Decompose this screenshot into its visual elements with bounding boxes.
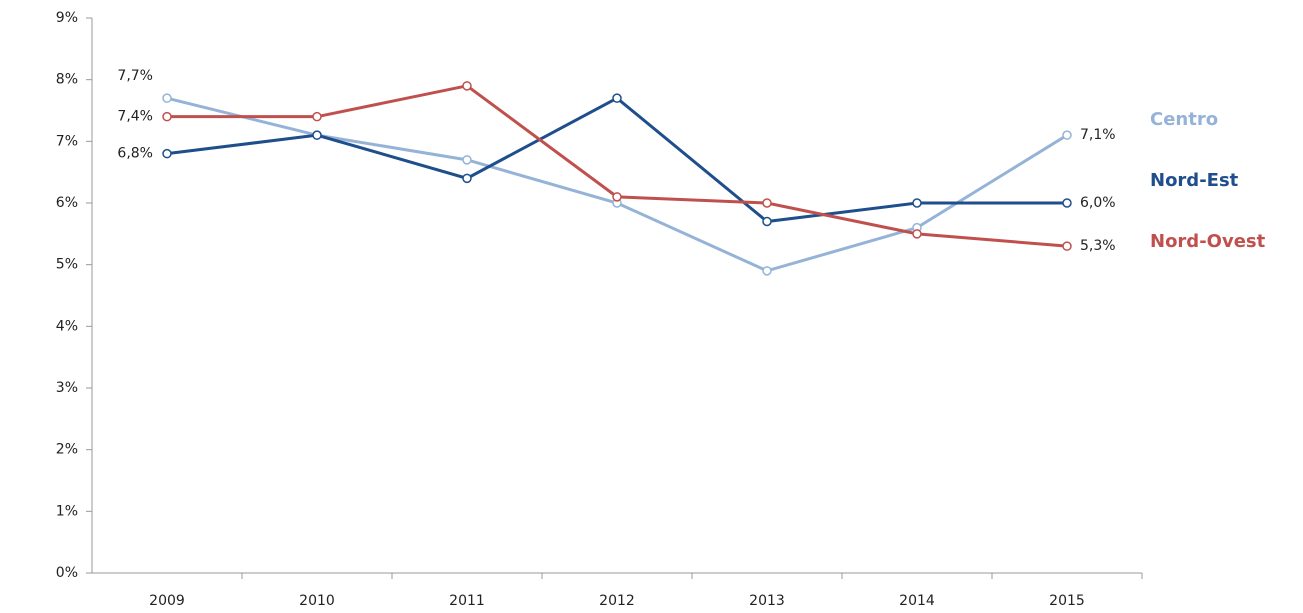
data-label: 5,3% — [1080, 238, 1116, 254]
x-tick-label: 2012 — [599, 593, 635, 609]
data-label: 6,8% — [117, 146, 153, 162]
point — [1062, 130, 1072, 140]
point — [762, 266, 772, 276]
point — [312, 111, 322, 122]
point — [912, 229, 922, 239]
point — [612, 93, 622, 103]
y-tick-label: 4% — [56, 318, 78, 334]
y-tick-label: 3% — [56, 380, 78, 396]
y-tick-label: 0% — [56, 565, 78, 581]
y-tick-label: 2% — [56, 442, 78, 458]
point — [162, 93, 172, 103]
y-tick-label: 7% — [56, 133, 78, 149]
point — [762, 216, 772, 227]
x-tick-label: 2015 — [1049, 593, 1085, 609]
point — [462, 155, 472, 165]
point — [312, 130, 322, 140]
data-label: 7,1% — [1080, 127, 1116, 143]
series-line — [166, 96, 1068, 273]
point — [1062, 241, 1072, 251]
series-line — [167, 84, 1068, 248]
x-tick-label: 2010 — [299, 593, 335, 609]
data-label: 7,7% — [117, 68, 153, 84]
point — [462, 81, 472, 91]
legend-label: Nord-Ovest — [1150, 231, 1266, 252]
y-tick-label: 1% — [56, 503, 78, 519]
x-tick-label: 2011 — [449, 593, 485, 609]
point — [162, 111, 172, 122]
x-tick-label: 2009 — [149, 593, 185, 609]
point — [462, 173, 472, 184]
data-label: 6,0% — [1080, 195, 1116, 211]
legend-label: Centro — [1150, 109, 1218, 130]
y-tick-label: 6% — [56, 195, 78, 211]
y-tick-label: 5% — [56, 257, 78, 273]
legend-label: Nord-Est — [1150, 170, 1239, 191]
y-tick-label: 9% — [56, 10, 78, 26]
point — [762, 198, 772, 208]
point — [1062, 198, 1072, 208]
point — [912, 198, 922, 208]
point — [162, 148, 172, 159]
point — [612, 192, 622, 202]
x-tick-label: 2013 — [749, 593, 785, 609]
data-label: 7,4% — [117, 109, 153, 125]
y-tick-label: 8% — [56, 72, 78, 88]
x-tick-label: 2014 — [899, 593, 935, 609]
